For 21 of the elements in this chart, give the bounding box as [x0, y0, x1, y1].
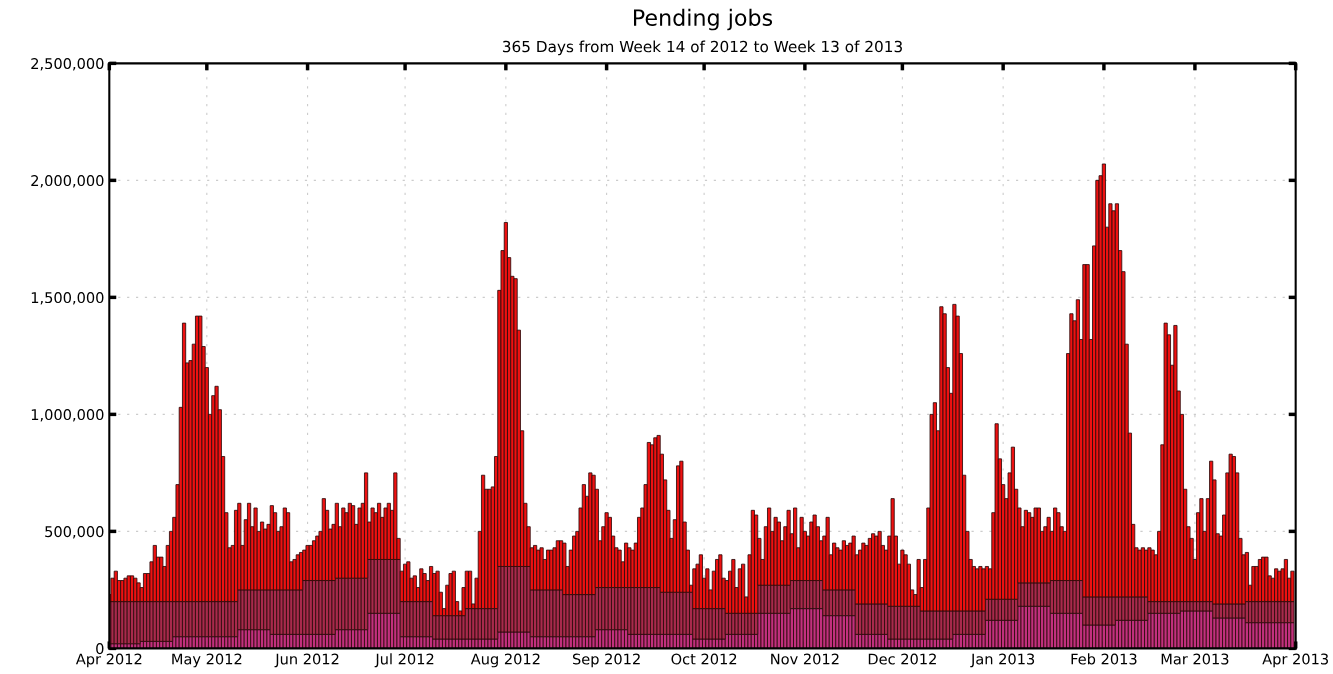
x-tick-label: Dec 2012 [868, 653, 936, 665]
x-tick-label: Jul 2012 [374, 653, 434, 668]
x-tick-label: Jan 2013 [970, 653, 1035, 668]
x-tick-label: Feb 2013 [1071, 653, 1137, 665]
chart-title: Pending jobs [634, 8, 773, 31]
y-tick-label: 0 [96, 643, 104, 655]
y-tick-label: 500,000 [45, 526, 104, 539]
x-tick-label: May 2012 [172, 653, 242, 668]
x-tick-label: Oct 2012 [671, 653, 737, 665]
x-tick-label: Apr 2012 [75, 653, 142, 668]
x-tick-label: Jun 2012 [274, 653, 339, 668]
x-tick-label: Apr 2013 [1262, 653, 1328, 668]
x-tick-label: Sep 2012 [572, 653, 640, 668]
y-tick-label: 1,500,000 [31, 292, 104, 305]
x-tick-label: Mar 2013 [1161, 653, 1229, 665]
y-tick-label: 2,000,000 [31, 175, 104, 188]
y-tick-label: 1,000,000 [31, 409, 104, 422]
chart-subtitle: 365 Days from Week 14 of 2012 to Week 13 of 2013 [502, 40, 902, 56]
y-tick-label: 2,500,000 [31, 58, 104, 71]
x-tick-label: Nov 2012 [771, 653, 839, 665]
x-tick-label: Aug 2012 [470, 653, 540, 668]
